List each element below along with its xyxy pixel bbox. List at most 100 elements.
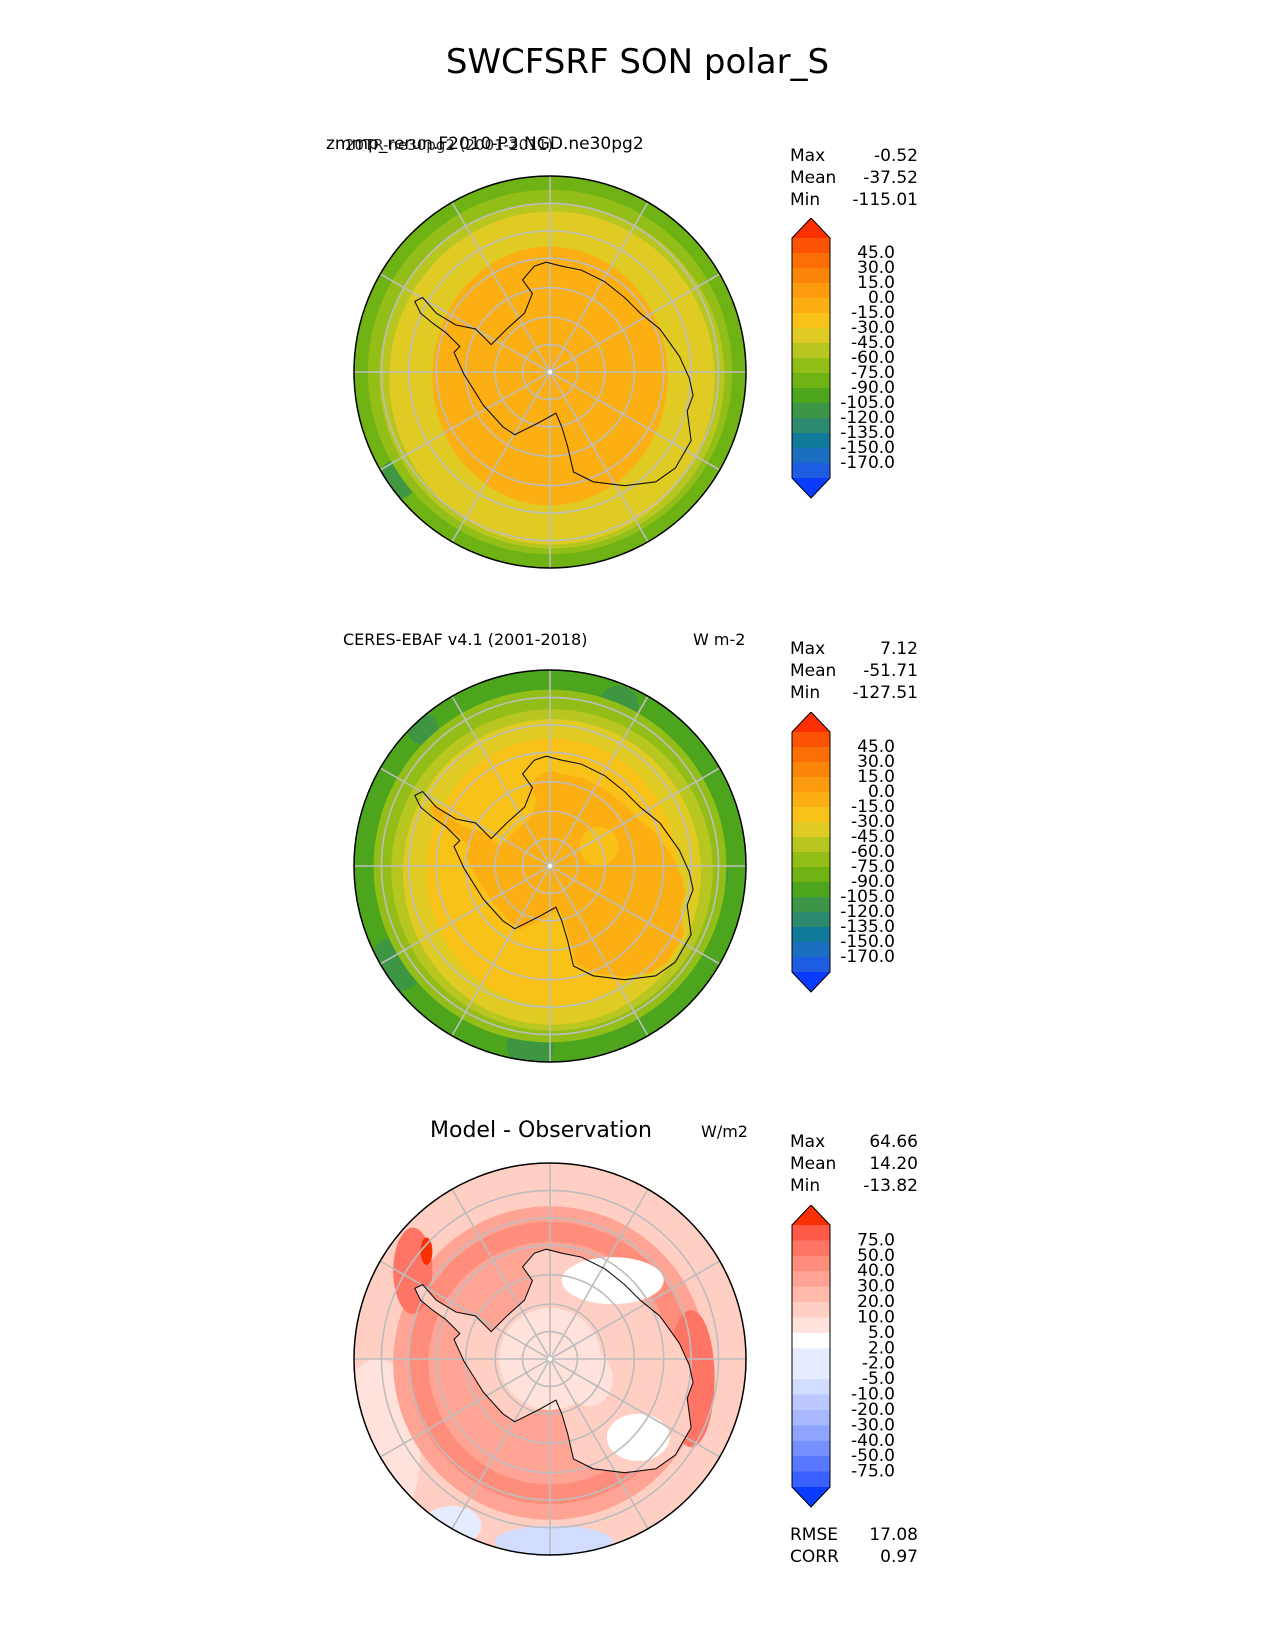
polar-map-ref	[353, 669, 747, 1063]
stat-label: Max	[790, 146, 826, 166]
meridian-line	[549, 371, 721, 471]
map-field	[354, 1163, 746, 1555]
colorbar-tick-label: -75.0	[851, 363, 895, 383]
panel-title-diff: Model - Observation	[430, 1118, 652, 1143]
colorbar-tick-label: 20.0	[857, 1292, 895, 1312]
colorbar-tick-label: 50.0	[857, 1246, 895, 1266]
colorbar-swatch	[792, 1394, 830, 1411]
colorbar-swatch	[792, 373, 830, 389]
colorbar-swatch	[792, 1286, 830, 1303]
colorbar-tick-label: -30.0	[851, 812, 895, 832]
colorbar-swatch	[792, 867, 830, 883]
colorbar-swatch	[792, 882, 830, 898]
colorbar-tick-label: 0.0	[868, 288, 895, 308]
colorbar-swatch	[792, 343, 830, 359]
coastline	[414, 261, 694, 487]
colorbar-tick-label: -60.0	[851, 348, 895, 368]
pole-marker	[547, 1356, 553, 1362]
meridian-line	[549, 695, 649, 867]
pole-marker	[547, 863, 553, 869]
colorbar-swatch	[792, 1456, 830, 1473]
colorbar-swatch	[792, 1363, 830, 1380]
colorbar-tick-label: -75.0	[851, 857, 895, 877]
colorbar-tick-label: -120.0	[840, 902, 895, 922]
meridian-line	[549, 767, 721, 867]
colorbar-swatch	[792, 268, 830, 284]
colorbar-tick-label: -105.0	[840, 393, 895, 413]
colorbar-tick-label: 30.0	[857, 752, 895, 772]
panel-units-diff: W/m2	[701, 1122, 748, 1141]
colorbar-swatch	[792, 1471, 830, 1488]
colorbar-swatch	[792, 927, 830, 943]
colorbar-tick-label: 75.0	[857, 1230, 895, 1250]
stat-mean: -37.52	[863, 168, 918, 188]
colorbar-arrow-bottom	[792, 478, 830, 498]
graticule	[354, 1163, 746, 1555]
field-blob	[561, 1257, 664, 1305]
meridian-line	[379, 1358, 551, 1458]
colorbar-swatch	[792, 1379, 830, 1396]
colorbar-tick-label: -150.0	[840, 932, 895, 952]
stat-mean: 14.20	[869, 1154, 918, 1174]
colorbar-tick-label: -105.0	[840, 887, 895, 907]
panel-title-ref: CERES-EBAF v4.1 (2001-2018)	[343, 630, 588, 649]
stats-diff: Max 64.66 Mean 14.20 Min -13.82	[790, 1131, 918, 1197]
colorbar-diff: 75.050.040.030.020.010.05.02.0-2.0-5.0-1…	[791, 1205, 895, 1508]
field-band-core	[438, 260, 666, 496]
map-field	[354, 670, 746, 1062]
meridian-line	[451, 1358, 551, 1530]
colorbar-tick-label: -45.0	[851, 333, 895, 353]
meridian-line	[549, 1260, 721, 1360]
colorbar-tick-label: 15.0	[857, 273, 895, 293]
polar-map-diff	[353, 1162, 747, 1556]
map-boundary	[353, 1162, 747, 1556]
colorbar-swatch	[792, 1409, 830, 1426]
colorbar-tick-label: -50.0	[851, 1446, 895, 1466]
colorbar-tick-label: 10.0	[857, 1307, 895, 1327]
stat-label: Min	[790, 190, 821, 210]
colorbar-swatch	[792, 1440, 830, 1457]
meridian-line	[549, 273, 721, 373]
meridian-line	[451, 371, 551, 543]
colorbar-swatch	[792, 762, 830, 778]
colorbar-tick-label: 2.0	[868, 1338, 895, 1358]
meridian-line	[549, 865, 649, 1037]
stat-corr: 0.97	[880, 1547, 918, 1567]
meridian-line	[549, 1358, 649, 1530]
colorbar-tick-label: -170.0	[840, 453, 895, 473]
colorbar-tick-label: -90.0	[851, 872, 895, 892]
colorbar-tick-label: -60.0	[851, 842, 895, 862]
colorbar-swatch	[792, 238, 830, 254]
colorbar-swatch	[792, 777, 830, 793]
stat-mean: -51.71	[863, 661, 918, 681]
colorbar-swatch	[792, 328, 830, 344]
stats-diff-rmse-corr: RMSE 17.08 CORR 0.97	[790, 1524, 918, 1568]
stat-label: RMSE	[790, 1525, 839, 1545]
colorbar-swatch	[792, 852, 830, 868]
colorbar-swatch	[792, 1302, 830, 1318]
graticule	[354, 176, 746, 568]
stat-min: -115.01	[852, 190, 918, 210]
colorbar-swatch	[792, 1255, 830, 1272]
meridian-line	[549, 865, 721, 965]
colorbar-swatch	[792, 822, 830, 838]
colorbar-outline	[791, 712, 831, 993]
colorbar-tick-label: 0.0	[868, 782, 895, 802]
colorbar-swatch	[792, 253, 830, 269]
colorbar-tick-label: -120.0	[840, 408, 895, 428]
coastline	[414, 1248, 694, 1474]
stat-min: -127.51	[852, 683, 918, 703]
stat-min: -13.82	[863, 1176, 918, 1196]
map-boundary	[353, 175, 747, 569]
colorbar-tick-label: -30.0	[851, 1415, 895, 1435]
colorbar-tick-label: -135.0	[840, 917, 895, 937]
colorbar-swatch	[792, 403, 830, 419]
meridian-line	[549, 201, 649, 373]
colorbar-swatch	[792, 418, 830, 434]
map-field	[354, 176, 746, 568]
colorbar-swatch	[792, 897, 830, 913]
pole-marker	[547, 369, 553, 375]
stat-label: CORR	[790, 1547, 839, 1567]
stat-label: Min	[790, 1176, 821, 1196]
map-boundary	[353, 669, 747, 1063]
